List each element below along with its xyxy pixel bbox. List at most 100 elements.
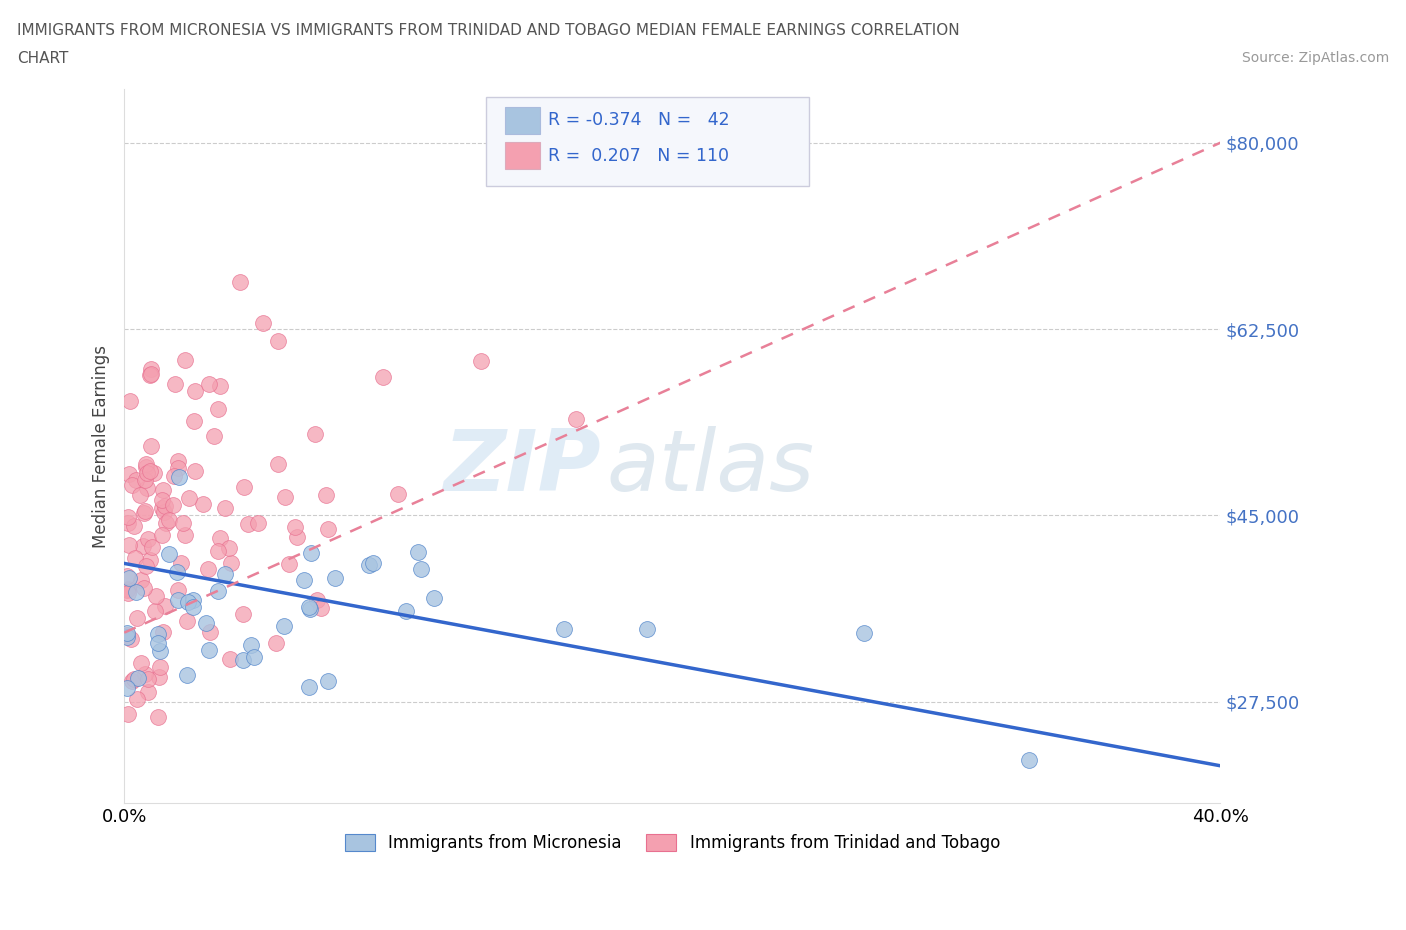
FancyBboxPatch shape <box>486 97 810 186</box>
Text: Source: ZipAtlas.com: Source: ZipAtlas.com <box>1241 51 1389 65</box>
Point <box>285 530 308 545</box>
Legend: Immigrants from Micronesia, Immigrants from Trinidad and Tobago: Immigrants from Micronesia, Immigrants f… <box>337 828 1007 859</box>
Point <box>273 618 295 633</box>
Point <box>409 562 432 577</box>
Point <box>135 465 157 480</box>
Point <box>174 528 197 543</box>
Point <box>150 501 173 516</box>
Point <box>118 538 141 552</box>
Point <box>124 472 146 487</box>
Point <box>115 626 138 641</box>
Text: R = -0.374   N =   42: R = -0.374 N = 42 <box>548 111 730 129</box>
Point <box>166 583 188 598</box>
Point <box>197 562 219 577</box>
Point <box>219 651 242 666</box>
Point <box>207 402 229 417</box>
Point <box>139 438 162 453</box>
Point <box>134 472 156 487</box>
Point <box>148 636 170 651</box>
Point <box>136 531 159 546</box>
Text: ZIP: ZIP <box>443 426 602 509</box>
Point <box>162 498 184 512</box>
Point <box>636 621 658 636</box>
Point <box>138 553 160 568</box>
Point <box>143 466 166 481</box>
Point <box>183 414 205 429</box>
Point <box>129 656 152 671</box>
Y-axis label: Median Female Earnings: Median Female Earnings <box>93 345 110 548</box>
Text: atlas: atlas <box>606 426 814 509</box>
Point <box>149 644 172 658</box>
Point <box>148 626 170 641</box>
Point <box>153 504 176 519</box>
Point <box>125 584 148 599</box>
Point <box>264 635 287 650</box>
Point <box>124 551 146 565</box>
Point <box>232 606 254 621</box>
Point <box>176 613 198 628</box>
Point <box>136 684 159 699</box>
Point <box>166 593 188 608</box>
Point <box>316 673 339 688</box>
Point <box>316 521 339 536</box>
Point <box>284 520 307 535</box>
Text: R =  0.207   N = 110: R = 0.207 N = 110 <box>548 147 730 165</box>
Point <box>115 628 138 643</box>
Point <box>853 626 876 641</box>
Point <box>240 638 263 653</box>
Point <box>309 601 332 616</box>
Point <box>135 459 157 474</box>
Point <box>232 479 254 494</box>
Point <box>117 515 139 530</box>
Bar <box>505 107 540 134</box>
Point <box>115 630 138 644</box>
Point <box>135 481 157 496</box>
Point <box>183 592 205 607</box>
Point <box>202 429 225 444</box>
Point <box>470 353 492 368</box>
Point <box>167 460 190 475</box>
Point <box>170 556 193 571</box>
Point <box>305 592 328 607</box>
Point <box>120 393 142 408</box>
Point <box>565 412 588 427</box>
Point <box>155 599 177 614</box>
Point <box>136 672 159 687</box>
Point <box>117 510 139 525</box>
Point <box>157 512 180 527</box>
Point <box>127 611 149 626</box>
Point <box>172 516 194 531</box>
Point <box>125 691 148 706</box>
Point <box>297 679 319 694</box>
Point <box>163 469 186 484</box>
Point <box>165 376 187 391</box>
Point <box>214 500 236 515</box>
Point <box>153 498 176 513</box>
Point <box>177 594 200 609</box>
Point <box>218 541 240 556</box>
Point <box>207 584 229 599</box>
Point <box>141 362 163 377</box>
Point <box>145 589 167 604</box>
Point <box>148 670 170 684</box>
Point <box>183 463 205 478</box>
Point <box>246 515 269 530</box>
Point <box>134 506 156 521</box>
Text: IMMIGRANTS FROM MICRONESIA VS IMMIGRANTS FROM TRINIDAD AND TOBAGO MEDIAN FEMALE : IMMIGRANTS FROM MICRONESIA VS IMMIGRANTS… <box>17 23 959 38</box>
Point <box>200 624 222 639</box>
Point <box>387 487 409 502</box>
Point <box>229 275 252 290</box>
Point <box>139 463 162 478</box>
Point <box>127 671 149 685</box>
Point <box>208 379 231 393</box>
Point <box>121 631 143 646</box>
Point <box>361 555 384 570</box>
Point <box>152 483 174 498</box>
Point <box>177 490 200 505</box>
Point <box>274 489 297 504</box>
Point <box>132 538 155 553</box>
Point <box>219 555 242 570</box>
Point <box>152 624 174 639</box>
Point <box>115 568 138 583</box>
Point <box>553 622 575 637</box>
